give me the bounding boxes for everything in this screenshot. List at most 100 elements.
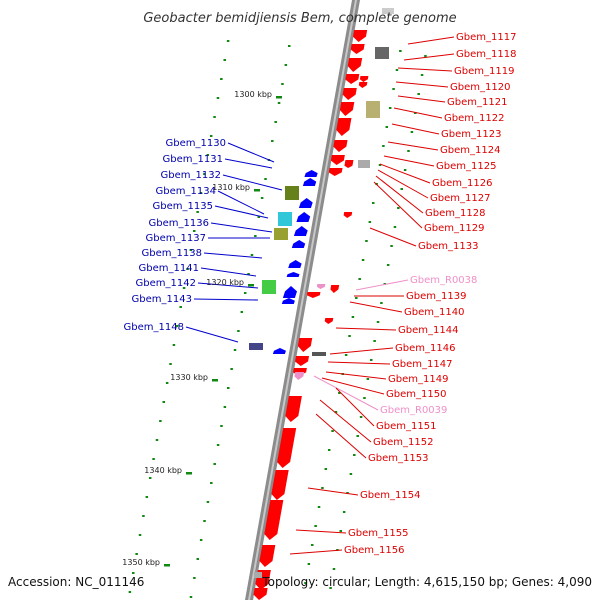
tick-dot (257, 216, 260, 218)
major-tick (164, 564, 170, 567)
tick-dot (237, 330, 240, 332)
reverse-gene-box (262, 280, 276, 294)
map-title: Geobacter bemidjiensis Bem, complete gen… (143, 11, 456, 26)
leader-line (379, 163, 431, 184)
forward-gene-arrow (297, 338, 313, 352)
gene-label-right: Gbem_1117 (456, 32, 516, 43)
tick-dot (182, 287, 186, 289)
tick-dot (159, 420, 162, 422)
tick-dot (363, 397, 366, 399)
leader-line (397, 67, 453, 72)
major-tick (186, 472, 192, 475)
forward-gene-small (358, 82, 368, 88)
tick-dot (410, 131, 414, 133)
leader-line (377, 169, 429, 199)
leader-line (327, 361, 391, 365)
gene-label-left: Gbem_1148 (124, 322, 184, 333)
forward-gene-arrow (271, 470, 289, 500)
forward-gene-small (330, 285, 340, 293)
forward-gene-small (359, 76, 369, 82)
leader-line (289, 549, 343, 555)
reverse-gene-arrow (282, 286, 298, 298)
gene-label-right: Gbem_1154 (360, 490, 420, 501)
gene-label-right: Gbem_1146 (395, 343, 455, 354)
forward-gene-arrow (345, 74, 360, 84)
tick-dot (334, 411, 338, 413)
tick-dot (213, 116, 216, 118)
reverse-gene-box (278, 212, 292, 226)
topology-text: Topology: circular; Length: 4,615,150 bp… (261, 575, 592, 589)
tick-dot (199, 192, 203, 194)
gene-label-left: Gbem_1143 (132, 294, 192, 305)
forward-gene-arrow (264, 500, 284, 540)
tick-dot (388, 107, 392, 109)
tick-dot (192, 230, 196, 232)
tick-dot (403, 169, 407, 171)
tick-dot (206, 501, 210, 503)
forward-gene-arrow (328, 168, 343, 176)
leader-line (387, 141, 439, 151)
forward-gene-arrow (333, 140, 348, 152)
tick-dot (400, 188, 403, 190)
tick-dot (368, 221, 372, 223)
reverse-gene-arrow (302, 178, 317, 186)
forward-gene-arrow (277, 428, 297, 468)
tick-dot (169, 363, 172, 365)
leader-line (393, 107, 443, 119)
tick-dot (155, 439, 159, 441)
other-gene-box (366, 101, 380, 118)
leader-line (329, 347, 394, 355)
tick-dot (220, 425, 223, 427)
leader-line (325, 371, 387, 380)
gene-label-right: Gbem_1140 (404, 307, 464, 318)
other-gene-box (254, 572, 262, 578)
forward-gene-small (324, 318, 334, 324)
tick-dot (226, 40, 230, 42)
gene-label-right: Gbem_1120 (450, 82, 510, 93)
tick-label: 1340 kbp (144, 466, 182, 475)
tick-dot (209, 135, 213, 137)
gene-label-right: Gbem_1124 (440, 145, 500, 156)
tick-dot (311, 544, 314, 546)
tick-dot (176, 325, 179, 327)
tick-dot (132, 572, 135, 574)
gene-label-left: Gbem_1138 (142, 248, 202, 259)
tick-dot (407, 150, 410, 152)
tick-dot (353, 454, 356, 456)
tick-dot (338, 392, 341, 394)
other-gene-box (312, 352, 326, 356)
leader-line (335, 327, 397, 331)
gene-label-left: Gbem_1134 (156, 186, 216, 197)
gene-label-left: Gbem_1131 (163, 154, 223, 165)
tick-dot (196, 558, 200, 560)
tick-dot (145, 496, 149, 498)
tick-dot (307, 563, 311, 565)
tick-dot (359, 416, 363, 418)
tick-dot (342, 511, 346, 513)
leader-line (335, 387, 375, 427)
tick-dot (128, 591, 132, 593)
tick-dot (324, 468, 328, 470)
tick-dot (399, 50, 402, 52)
tick-dot (213, 463, 216, 465)
other-gene-box (382, 8, 394, 14)
forward-gene-arrow (336, 118, 352, 136)
leader-line (295, 529, 347, 534)
tick-dot (380, 302, 383, 304)
tick-dot (331, 430, 334, 432)
tick-dot (260, 197, 264, 199)
tick-dot (281, 83, 284, 85)
tick-dot (417, 93, 420, 95)
tick-label: 1330 kbp (170, 373, 208, 382)
tick-dot (203, 173, 206, 175)
forward-gene-arrow (253, 588, 268, 600)
major-tick (212, 379, 218, 382)
label-leader-lines (185, 36, 455, 555)
tick-dot (378, 164, 382, 166)
tick-dot (371, 202, 375, 204)
reverse-gene-box (249, 343, 263, 350)
tick-dot (274, 121, 277, 123)
tick-dot (373, 340, 376, 342)
reverse-gene-arrow (286, 272, 300, 277)
other-gene-box (375, 47, 389, 59)
